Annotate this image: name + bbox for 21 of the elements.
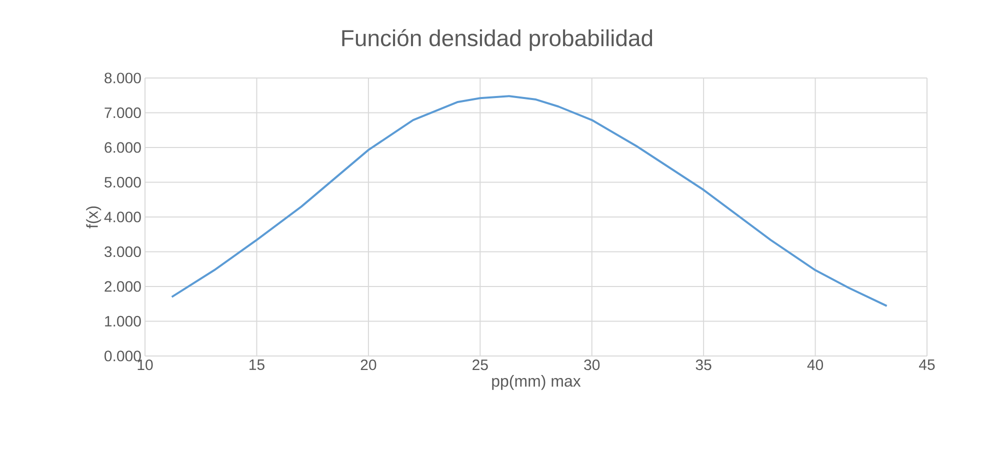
y-tick-label: 7.000: [104, 107, 141, 118]
y-tick-label: 2.000: [104, 281, 141, 292]
x-tick-label: 30: [584, 360, 600, 370]
chart-title: Función densidad probabilidad: [342, 29, 652, 51]
x-tick-label: 10: [138, 360, 153, 370]
y-axis-title: f(x): [86, 206, 102, 228]
x-tick-label: 40: [807, 360, 824, 370]
y-tick-label: 5.000: [104, 176, 141, 188]
y-tick-label: 1.000: [105, 316, 141, 327]
y-tick-label: 8.000: [104, 72, 141, 84]
x-tick-label: 45: [919, 360, 935, 370]
y-tick-label: 6.000: [104, 142, 141, 153]
x-tick-label: 15: [250, 360, 264, 370]
line-series: [170, 95, 888, 307]
y-tick-label: 3.000: [104, 246, 141, 258]
x-tick-label: 25: [472, 360, 488, 370]
x-axis-title: pp(mm) max: [492, 375, 581, 390]
y-tick-label: 0.000: [104, 350, 141, 362]
x-tick-label: 35: [696, 360, 712, 370]
y-tick-label: 4.000: [104, 212, 141, 222]
x-tick-label: 20: [360, 360, 376, 370]
